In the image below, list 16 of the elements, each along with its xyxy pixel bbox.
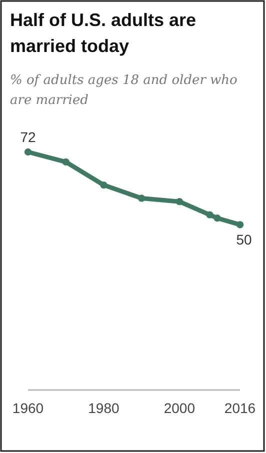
- data-label: 50: [236, 232, 252, 248]
- point: [206, 211, 214, 218]
- point: [100, 181, 108, 189]
- x-tick-label: 2016: [224, 400, 256, 416]
- point: [236, 221, 244, 228]
- data-label: 72: [20, 129, 36, 145]
- point: [24, 148, 32, 156]
- point: [176, 198, 184, 206]
- chart-subtitle: % of adults ages 18 and older who are married: [10, 73, 238, 108]
- point: [214, 214, 221, 222]
- point: [138, 194, 146, 202]
- x-tick-label: 1980: [88, 400, 120, 416]
- point: [62, 158, 70, 166]
- chart-title: Half of U.S. adults are married today: [10, 10, 196, 56]
- x-tick-label: 1960: [12, 400, 44, 416]
- x-tick-label: 2000: [164, 400, 196, 416]
